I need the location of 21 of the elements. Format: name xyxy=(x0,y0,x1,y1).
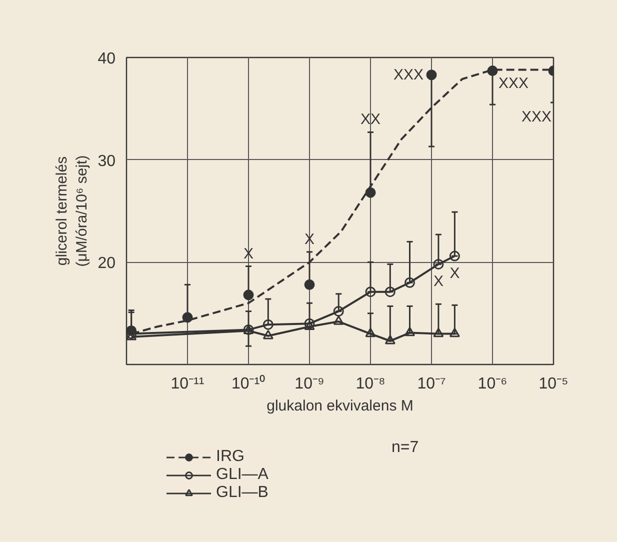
annotation: X xyxy=(433,273,444,290)
y-axis-title: glicerol termelés (μM/óra/10⁶ sejt) xyxy=(53,155,91,267)
annotation: XXX xyxy=(521,108,552,126)
annotation: X xyxy=(450,265,460,282)
y-tick-label: 20 xyxy=(98,255,116,272)
x-tick-label: 10⁻¹⁰ xyxy=(231,374,266,392)
x-tick-label: 10⁻¹¹ xyxy=(170,376,204,392)
annotation: XXX xyxy=(393,66,424,84)
annotation: XXX xyxy=(498,74,529,92)
x-tick-label: 10⁻⁹ xyxy=(294,376,324,392)
x-tick-label: 10⁻⁵ xyxy=(538,376,568,392)
x-tick-label: 10⁻⁷ xyxy=(417,376,446,392)
legend-label: IRG xyxy=(216,448,244,466)
y-tick-label: 30 xyxy=(98,152,116,170)
text: n=7 xyxy=(392,439,419,456)
x-tick-label: 10⁻⁸ xyxy=(356,376,386,392)
y-tick-label: 40 xyxy=(98,50,116,68)
x-axis-title: glukalon ekvivalens M xyxy=(266,398,414,414)
legend-label: GLI—B xyxy=(216,484,268,502)
legend-label: GLI—A xyxy=(216,466,268,484)
x-tick-label: 10⁻⁶ xyxy=(478,376,508,392)
